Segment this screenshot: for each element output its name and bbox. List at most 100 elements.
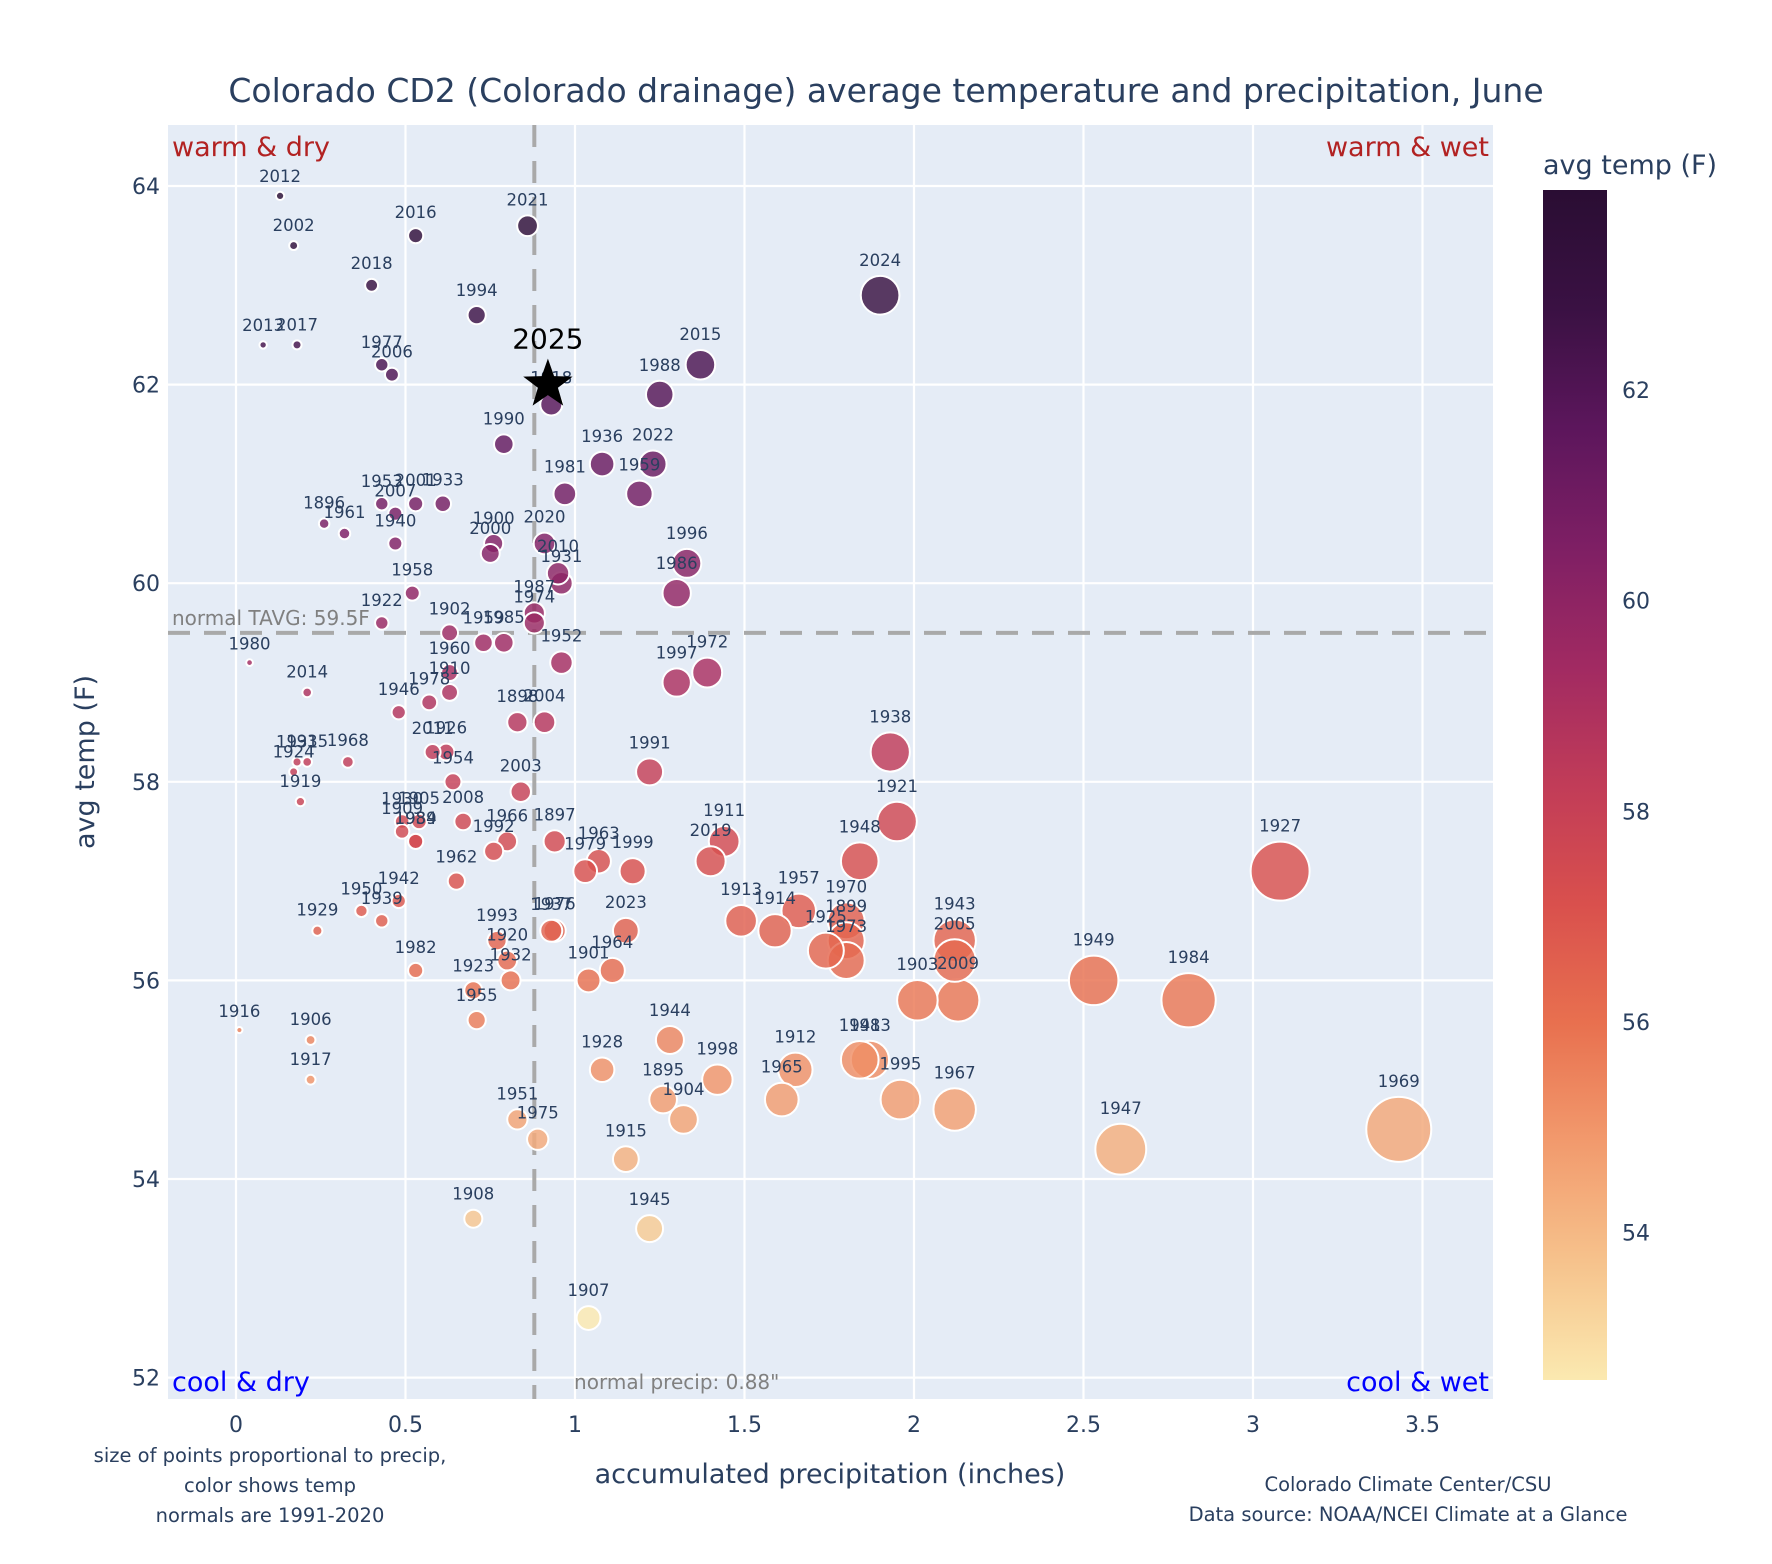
data-point [374,496,390,512]
data-point-label: 1904 [662,1080,704,1099]
data-point-label: 1925 [805,908,847,927]
x-tick-label: 3.5 [1405,1413,1440,1438]
data-point-label: 1996 [666,524,708,543]
data-point-label: 1998 [696,1039,738,1058]
data-point [463,1208,484,1229]
data-point [440,663,459,682]
data-point-label: 1945 [629,1190,671,1209]
data-point-label: 1986 [656,554,698,573]
highlight-year-label: 2025 [512,323,583,356]
data-point-label: 1965 [761,1058,803,1077]
data-point [635,1214,665,1244]
data-point [393,823,411,840]
data-point-label: 1961 [323,503,365,522]
data-point-label: 2007 [374,482,416,501]
data-point [539,918,564,943]
data-point [588,1056,616,1084]
data-point-label: 1992 [473,817,515,836]
data-point-label: 1934 [395,809,437,828]
data-point-label: 1917 [290,1050,332,1069]
data-point-label: 1953 [361,472,403,491]
data-point [301,686,313,699]
x-axis-title: accumulated precipitation (inches) [595,1459,1066,1490]
data-point-label: 1995 [879,1055,921,1074]
data-point [935,977,981,1023]
data-point [493,631,515,654]
data-point-label: 2023 [605,893,647,912]
footnotes: size of points proportional to precip, c… [94,1444,1628,1527]
data-point-label: 2002 [273,216,315,235]
data-point-label: 1969 [1378,1072,1420,1091]
data-point [443,772,463,792]
data-point-label: 1977 [361,333,403,352]
data-point-label: 1907 [568,1281,610,1300]
data-point [291,756,303,768]
note-left-2: color shows temp [184,1474,356,1497]
data-point [1365,1095,1433,1163]
data-point-label: 1927 [1259,817,1301,836]
data-point-label: 1899 [825,897,867,916]
data-point [532,710,557,735]
data-point-label: 1958 [391,561,433,580]
data-point [1160,972,1217,1029]
data-point [274,190,286,202]
colorbar-tick-label: 62 [1622,379,1650,404]
data-point-label: 1955 [456,986,498,1005]
data-point [446,871,466,891]
data-point [879,1078,922,1121]
data-point-label: 2020 [523,508,565,527]
data-point-label: 1978 [408,669,450,688]
data-point [245,658,254,667]
data-point [932,1087,977,1132]
data-point-label: 1931 [540,547,582,566]
data-point-label: 1968 [327,731,369,750]
data-point-label: 1937 [530,895,572,914]
data-point [552,481,578,507]
colorbar-tick-label: 60 [1622,590,1650,615]
data-point [496,949,519,972]
data-point [859,274,901,316]
normal-reference-lines: normal TAVG: 59.5F normal precip: 0.88" [168,125,1493,1399]
data-point [288,240,300,252]
highlight-star-icon [523,358,573,406]
data-point-label: 2022 [632,425,674,444]
data-point-label: 1989 [395,809,437,828]
data-point [780,892,818,930]
data-point [291,339,303,351]
data-point [337,526,352,541]
data-point [483,840,505,862]
data-point-label: 1910 [429,659,471,678]
data-point-label: 2006 [371,343,413,362]
data-point [466,1010,487,1031]
data-point [638,449,668,479]
data-point-label: 2010 [537,537,579,556]
data-point-label: 1985 [483,608,525,627]
data-point-label: 2017 [276,315,318,334]
data-point-label: 1960 [429,639,471,658]
x-tick-label: 1 [568,1413,582,1438]
data-point [625,479,654,509]
data-point-label: 1944 [649,1001,691,1020]
data-point-label: 2014 [286,663,328,682]
data-point-label: 1979 [564,834,606,853]
x-tick-label: 1.5 [727,1413,762,1438]
quadrant-label-cool-wet: cool & wet [1346,1367,1489,1398]
data-point-label: 1922 [361,591,403,610]
data-point [493,433,515,455]
data-point [724,904,758,938]
quadrant-labels: warm & dry warm & wet cool & dry cool & … [172,132,1489,1398]
data-points [235,190,1433,1331]
data-point [479,542,501,564]
data-point-label: 1974 [513,587,555,606]
data-point [869,731,911,773]
data-point [839,841,880,882]
data-point-label: 1916 [218,1002,260,1021]
data-point-label: 1957 [778,869,820,888]
data-point-label: 1949 [1073,931,1115,950]
data-point-label: 2011 [412,719,454,738]
data-point-label: 1994 [456,281,498,300]
data-point [407,961,425,980]
data-point-label: 1919 [279,772,321,791]
data-point-label: 1951 [496,1084,538,1103]
data-point [288,766,300,778]
